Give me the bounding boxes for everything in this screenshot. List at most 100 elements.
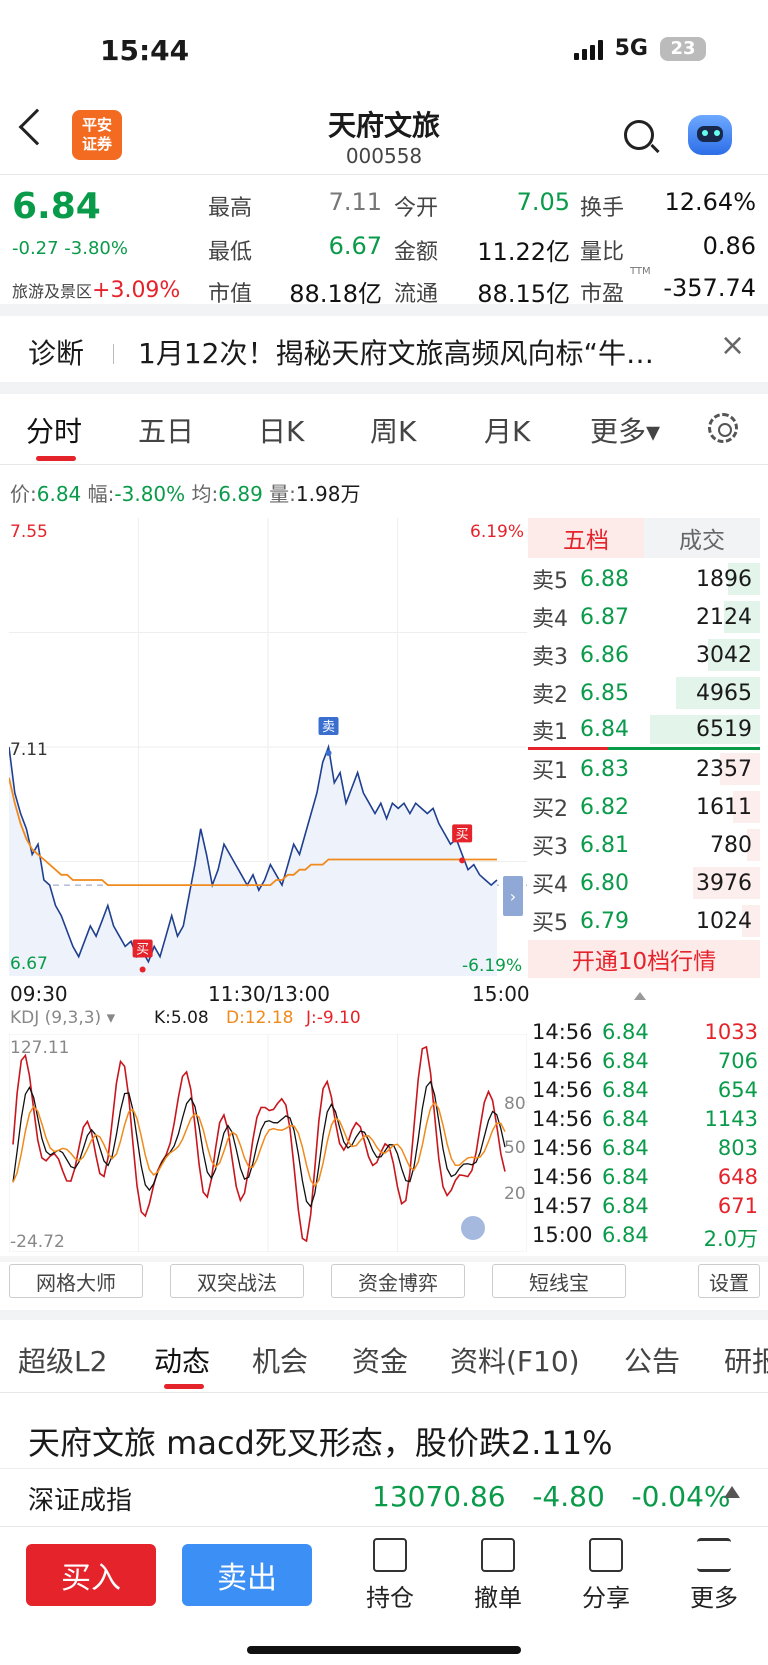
positions-icon xyxy=(373,1538,407,1572)
tab-announcements[interactable]: 公告 xyxy=(624,1345,681,1378)
tick-row: 14:57 6.84 671 xyxy=(532,1194,758,1223)
tick-price: 6.84 xyxy=(602,1165,649,1189)
ask-level-row[interactable]: 卖4 6.87 2124 xyxy=(528,598,760,636)
level-volume: 1611 xyxy=(696,794,752,820)
level-volume: 3042 xyxy=(696,642,752,668)
search-icon[interactable] xyxy=(624,120,654,150)
tick-row: 14:56 6.84 1033 xyxy=(532,1020,758,1049)
sector-info[interactable]: 旅游及景区+3.09% xyxy=(12,278,180,303)
index-change: -4.80 xyxy=(532,1480,605,1513)
bid-level-row[interactable]: 买3 6.81 780 xyxy=(528,826,760,864)
tick-row: 14:56 6.84 1143 xyxy=(532,1107,758,1136)
level-volume-bar xyxy=(720,753,760,785)
kdj-chart[interactable] xyxy=(9,1034,527,1252)
index-bar[interactable] xyxy=(0,1468,768,1526)
tick-volume: 1033 xyxy=(704,1020,758,1044)
tick-volume: 2.0万 xyxy=(703,1227,758,1251)
diagnosis-text[interactable]: 1月12次！揭秘天府文旅高频风向标“牛… xyxy=(138,337,654,370)
info-avg: 6.89 xyxy=(218,482,263,506)
spread-marker xyxy=(528,747,608,750)
tab-f10[interactable]: 资料(F10) xyxy=(450,1345,580,1378)
tab-news-feed[interactable]: 动态 xyxy=(154,1345,211,1378)
share-button[interactable]: 分享 xyxy=(566,1538,646,1613)
time-start: 09:30 xyxy=(10,982,68,1006)
positions-label: 持仓 xyxy=(366,1584,414,1612)
home-indicator xyxy=(247,1646,521,1654)
buy-marker-dot xyxy=(139,966,146,973)
tab-more[interactable]: 更多▾ xyxy=(590,415,661,448)
tick-time: 15:00 xyxy=(532,1223,593,1247)
tick-row: 15:00 6.84 2.0万 xyxy=(532,1223,758,1252)
level-price: 6.88 xyxy=(580,566,629,592)
tick-volume: 1143 xyxy=(704,1107,758,1131)
short-term-button[interactable]: 短线宝 xyxy=(492,1264,626,1298)
info-volume: 1.98万 xyxy=(295,482,361,506)
ask-level-row[interactable]: 卖5 6.88 1896 xyxy=(528,560,760,598)
share-label: 分享 xyxy=(582,1584,630,1612)
tab-research[interactable]: 研报 xyxy=(724,1345,768,1378)
tick-volume: 648 xyxy=(717,1165,758,1189)
kdj-j-line xyxy=(12,1045,506,1243)
close-icon[interactable]: × xyxy=(720,328,746,363)
kdj-indicator-select[interactable]: KDJ (9,3,3) ▾ xyxy=(10,1008,116,1028)
ask-level-row[interactable]: 卖1 6.84 6519 xyxy=(528,712,760,750)
settings-button[interactable]: 设置 xyxy=(698,1264,760,1298)
bid-level-row[interactable]: 买2 6.82 1611 xyxy=(528,788,760,826)
bid-level-row[interactable]: 买1 6.83 2357 xyxy=(528,750,760,788)
diagnosis-label[interactable]: 诊断 xyxy=(28,337,85,370)
ask-level-row[interactable]: 卖3 6.86 3042 xyxy=(528,636,760,674)
capital-game-button[interactable]: 资金博弈 xyxy=(331,1264,465,1298)
stat-label: 最高 xyxy=(208,196,253,221)
kdj-level-20: 20 xyxy=(504,1184,526,1204)
menu-icon xyxy=(697,1538,731,1572)
tab-weekly-k[interactable]: 周K xyxy=(370,415,417,448)
expand-up-icon[interactable] xyxy=(724,1486,740,1498)
intraday-chart[interactable]: 卖买买› xyxy=(9,518,527,976)
tick-time: 14:57 xyxy=(532,1194,593,1218)
upgrade-level10-button[interactable]: 开通10档行情 xyxy=(528,940,760,978)
bid-level-row[interactable]: 买4 6.80 3976 xyxy=(528,864,760,902)
gear-icon[interactable] xyxy=(708,413,738,443)
level-label: 买5 xyxy=(532,911,568,936)
positions-button[interactable]: 持仓 xyxy=(350,1538,430,1613)
stat-value: 7.11 xyxy=(328,188,382,216)
section-gap xyxy=(0,1256,768,1262)
tab-monthly-k[interactable]: 月K xyxy=(484,415,531,448)
price-line xyxy=(9,743,498,964)
tab-intraday[interactable]: 分时 xyxy=(26,415,83,448)
level-label: 买1 xyxy=(532,759,568,784)
more-button[interactable]: 更多 xyxy=(674,1538,754,1613)
scroll-up-icon[interactable] xyxy=(634,992,646,1000)
tick-volume: 671 xyxy=(717,1194,758,1218)
tab-five-day[interactable]: 五日 xyxy=(138,415,195,448)
level-volume-bar xyxy=(742,905,760,937)
news-tabs-divider xyxy=(0,1392,768,1393)
tab-opportunity[interactable]: 机会 xyxy=(252,1345,309,1378)
tick-price: 6.84 xyxy=(602,1194,649,1218)
tab-daily-k[interactable]: 日K xyxy=(258,415,305,448)
tab-super-l2[interactable]: 超级L2 xyxy=(18,1345,108,1378)
bid-level-row[interactable]: 买5 6.79 1024 xyxy=(528,902,760,940)
assistant-robot-icon[interactable] xyxy=(688,115,732,155)
price-label: 价: xyxy=(10,482,37,506)
sell-button[interactable]: 卖出 xyxy=(182,1544,312,1606)
orderbook-tabs: 五档 成交 xyxy=(528,518,760,558)
buy-marker-dot xyxy=(459,857,466,864)
kdj-top-value: 127.11 xyxy=(10,1038,70,1058)
buy-button[interactable]: 买入 xyxy=(26,1544,156,1606)
tab-five-levels[interactable]: 五档 xyxy=(528,518,644,558)
range-label: 幅: xyxy=(87,482,115,506)
news-headline[interactable]: 天府文旅 macd死叉形态，股价跌2.11% xyxy=(28,1424,613,1462)
grid-master-button[interactable]: 网格大师 xyxy=(9,1264,143,1298)
cancel-order-button[interactable]: 撤单 xyxy=(458,1538,538,1613)
ask-level-row[interactable]: 卖2 6.85 4965 xyxy=(528,674,760,712)
tab-trades[interactable]: 成交 xyxy=(644,518,760,558)
tick-time: 14:56 xyxy=(532,1136,593,1160)
double-breakout-button[interactable]: 双突战法 xyxy=(170,1264,304,1298)
level-volume: 6519 xyxy=(696,717,752,742)
kdj-k-value: K:5.08 xyxy=(154,1008,209,1028)
tab-capital[interactable]: 资金 xyxy=(352,1345,409,1378)
stat-label: 最低 xyxy=(208,240,253,265)
stat-value: 6.67 xyxy=(328,232,382,260)
stat-value: 12.64% xyxy=(664,188,756,216)
